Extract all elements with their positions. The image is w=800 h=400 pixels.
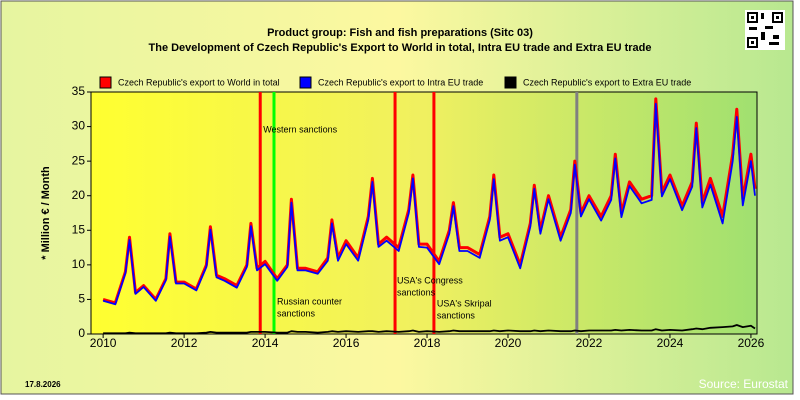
series-line — [102, 102, 756, 306]
x-tick-label: 2026 — [738, 336, 765, 350]
legend-swatch — [299, 76, 312, 89]
legend-swatch — [99, 76, 112, 89]
y-tick-label: 5 — [78, 292, 85, 306]
plot-area — [90, 91, 758, 335]
legend-label: Czech Republic's export to Intra EU trad… — [318, 77, 483, 87]
y-tick-label: 20 — [72, 188, 86, 202]
x-tick-label: 2018 — [414, 336, 441, 350]
y-tick-label: 35 — [72, 84, 86, 98]
chart-title: Product group: Fish and fish preparation… — [267, 27, 533, 39]
event-label: USA's Skripal — [437, 298, 492, 308]
chart-subtitle: The Development of Czech Republic's Expo… — [149, 42, 652, 54]
event-label: Russian counter — [277, 296, 342, 306]
y-tick-label: 10 — [72, 257, 86, 271]
event-label: Western sanctions — [263, 124, 337, 134]
x-tick-label: 2010 — [90, 336, 117, 350]
x-tick-label: 2024 — [657, 336, 684, 350]
y-tick-label: 15 — [72, 222, 86, 236]
y-tick-label: 30 — [72, 119, 86, 133]
x-tick-label: 2020 — [495, 336, 522, 350]
legend-swatch — [504, 76, 517, 89]
y-tick-label: 0 — [78, 326, 85, 340]
x-tick-label: 2012 — [171, 336, 198, 350]
y-axis-label: * Million € / Month — [40, 166, 52, 260]
legend-label: Czech Republic's export to World in tota… — [118, 77, 280, 87]
source: Source: Eurostat — [699, 377, 789, 391]
event-label: sanctions — [277, 308, 316, 318]
event-label: sanctions — [437, 310, 476, 320]
series-line — [103, 324, 756, 335]
date: 17.8.2026 — [25, 380, 61, 389]
y-tick-label: 25 — [72, 153, 86, 167]
qr-code — [745, 10, 785, 50]
event-label: sanctions — [397, 287, 436, 297]
x-tick-label: 2014 — [252, 336, 279, 350]
event-label: USA's Congress — [397, 275, 463, 285]
x-tick-label: 2016 — [333, 336, 360, 350]
legend-label: Czech Republic's export to Extra EU trad… — [523, 77, 691, 87]
x-tick-label: 2022 — [576, 336, 603, 350]
